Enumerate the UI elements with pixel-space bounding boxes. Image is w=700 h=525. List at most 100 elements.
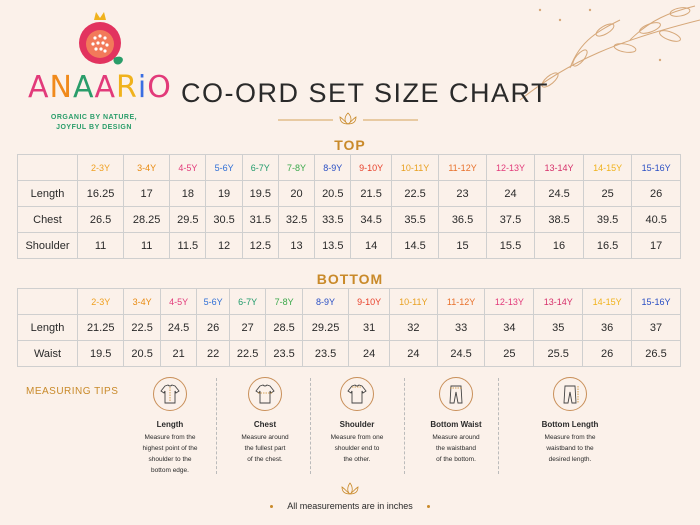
table-cell: 20 [277, 180, 316, 207]
corner-cell [17, 288, 78, 315]
pants-waist-icon [439, 377, 473, 411]
page-title: CO-ORD SET SIZE CHART [180, 78, 550, 108]
table-cell: 24 [348, 340, 390, 367]
table-cell: 32 [388, 314, 438, 341]
pomegranate-icon [79, 12, 123, 65]
table-cell: 16.5 [582, 232, 633, 259]
tip-name: Bottom Waist [430, 420, 482, 429]
wordmark-letter: i [137, 70, 148, 105]
tip-description-line: the waistband [435, 445, 477, 452]
top-size-table: 2-3Y 3-4Y 4-5Y 5-6Y 6-7Y 7-8Y 8-9Y 9-10Y 10-11Y 1… [17, 154, 681, 259]
table-cell: 16.25 [76, 180, 125, 207]
size-header: 5-6Y [196, 288, 230, 315]
table-row: Shoulder 11 11 11.5 12 12.5 13 13.5 14 14.5 15 15.5… [17, 232, 681, 259]
shirt-shoulder-icon [340, 377, 374, 411]
size-header: 12-13Y [485, 154, 536, 181]
measuring-tips-heading: MEASURING TIPS [26, 386, 119, 397]
table-cell: 31 [348, 314, 390, 341]
size-header: 14-15Y [582, 154, 633, 181]
table-cell: 37.5 [485, 206, 536, 233]
top-header-row: 2-3Y 3-4Y 4-5Y 5-6Y 6-7Y 7-8Y 8-9Y 9-10Y 10-11Y 1… [17, 154, 681, 181]
tip-description: Measure around the fullest part of the che… [219, 432, 311, 465]
table-cell: 20.5 [314, 180, 352, 207]
table-row: Waist 19.5 20.5 21 22 22.5 23.5 23.5 24 24 24.5 25 2… [17, 340, 681, 367]
footer-dot-left [270, 505, 274, 509]
row-label: Chest [17, 206, 78, 233]
tip-description: Measure from the highest point of the shou… [124, 432, 216, 476]
table-cell: 12.5 [241, 232, 279, 259]
tagline-line-1: ORGANIC BY NATURE, [50, 114, 138, 121]
footer-dot-right [426, 505, 430, 509]
size-header: 10-11Y [390, 154, 440, 181]
table-cell: 38.5 [534, 206, 584, 233]
table-cell: 12 [205, 232, 243, 259]
tip-description-line: Measure from the [544, 434, 596, 441]
size-header: 8-9Y [301, 288, 350, 315]
table-cell: 11.5 [169, 232, 207, 259]
table-cell: 40.5 [631, 206, 681, 233]
table-cell: 32.5 [277, 206, 316, 233]
tip-item: Shoulder Measure from one shoulder end to t… [311, 377, 403, 465]
shirt-length-icon [153, 377, 187, 411]
table-cell: 11 [123, 232, 171, 259]
tip-description-line: shoulder end to [334, 445, 380, 452]
tip-divider [216, 378, 217, 474]
table-cell: 37 [631, 314, 681, 341]
table-cell: 35.5 [390, 206, 440, 233]
table-cell: 24 [388, 340, 438, 367]
row-label: Waist [17, 340, 78, 367]
tip-description-line: bottom edge. [151, 467, 189, 474]
size-header: 4-5Y [169, 154, 207, 181]
table-cell: 13.5 [314, 232, 352, 259]
table-row: Length 21.25 22.5 24.5 26 27 28.5 29.25 31 32 33 34… [17, 314, 681, 341]
size-header: 2-3Y [76, 288, 125, 315]
table-cell: 30.5 [205, 206, 243, 233]
table-cell: 24.5 [436, 340, 486, 367]
size-header: 5-6Y [205, 154, 243, 181]
table-cell: 21.25 [76, 314, 125, 341]
row-label: Shoulder [17, 232, 78, 259]
table-cell: 25 [582, 180, 633, 207]
size-header: 6-7Y [228, 288, 267, 315]
table-cell: 24 [485, 180, 536, 207]
tip-item: Bottom Waist Measure around the waistband o… [410, 377, 502, 465]
tip-description-line: shoulder to the [148, 456, 192, 463]
table-cell: 18 [169, 180, 207, 207]
bottom-section-heading: BOTTOM [316, 271, 384, 287]
tip-description-line: the fullest part [244, 445, 286, 452]
footer-text: All measurements are in inches [287, 501, 413, 511]
table-cell: 33.5 [314, 206, 352, 233]
tip-description-line: of the chest. [247, 456, 283, 463]
table-cell: 36.5 [438, 206, 487, 233]
tip-name: Bottom Length [541, 420, 599, 429]
table-cell: 33 [436, 314, 486, 341]
table-cell: 22.5 [123, 314, 161, 341]
table-cell: 22.5 [228, 340, 267, 367]
size-header: 13-14Y [533, 288, 584, 315]
bottom-size-table: 2-3Y 3-4Y 4-5Y 5-6Y 6-7Y 7-8Y 8-9Y 9-10Y 10-11Y 1… [17, 288, 681, 367]
table-cell: 22 [196, 340, 230, 367]
size-header: 2-3Y [76, 154, 125, 181]
leaf-branch-decoration [519, 5, 700, 101]
bottom-header-row: 2-3Y 3-4Y 4-5Y 5-6Y 6-7Y 7-8Y 8-9Y 9-10Y 10-11Y 1… [17, 288, 681, 315]
table-cell: 22.5 [390, 180, 440, 207]
tip-item: Bottom Length Measure from the waistband t… [524, 377, 616, 465]
table-cell: 23.5 [301, 340, 350, 367]
tip-description-line: of the bottom. [436, 456, 476, 463]
tip-name: Shoulder [339, 420, 375, 429]
table-row: Chest 26.5 28.25 29.5 30.5 31.5 32.5 33.5 34.5 35… [17, 206, 681, 233]
wordmark-letter: N [49, 70, 73, 105]
table-cell: 14 [350, 232, 392, 259]
wordmark-letter: A [28, 70, 50, 105]
tip-divider [310, 378, 311, 474]
size-header: 7-8Y [277, 154, 316, 181]
size-header: 11-12Y [438, 154, 487, 181]
brand-tagline: ORGANIC BY NATURE, JOYFUL BY DESIGN [24, 113, 164, 133]
table-cell: 34 [484, 314, 535, 341]
tip-description: Measure from the waistband to the desired … [524, 432, 616, 465]
table-cell: 14.5 [390, 232, 440, 259]
table-cell: 28.25 [123, 206, 171, 233]
wordmark-letter: R [116, 70, 138, 105]
size-header: 8-9Y [314, 154, 352, 181]
top-section-heading: TOP [334, 137, 366, 153]
